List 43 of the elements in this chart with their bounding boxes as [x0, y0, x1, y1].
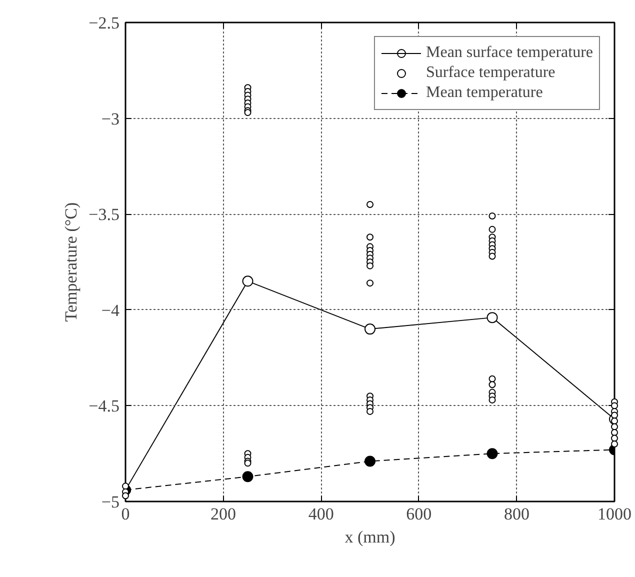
point — [611, 418, 618, 425]
x-tick-label: 1000 — [598, 504, 632, 524]
legend-label: Surface temperature — [426, 64, 556, 82]
point — [611, 434, 618, 442]
x-tick-label: 200 — [210, 504, 236, 524]
point — [488, 212, 496, 220]
x-tick-label: 0 — [121, 504, 130, 524]
point — [242, 471, 254, 482]
y-tick-label: −3.5 — [88, 205, 120, 224]
point — [486, 312, 498, 324]
point — [366, 234, 374, 241]
y-axis-title: Temperature (°C) — [62, 202, 81, 322]
point — [488, 252, 496, 260]
point — [488, 381, 496, 388]
y-tick-label: −4 — [101, 300, 120, 320]
point — [366, 280, 374, 287]
y-tick-label: −5 — [101, 492, 120, 512]
point — [611, 412, 618, 419]
point — [364, 324, 376, 335]
point — [488, 375, 496, 382]
point — [242, 276, 254, 287]
x-tick-label: 400 — [308, 504, 334, 524]
point — [366, 201, 374, 208]
legend-label: Mean temperature — [426, 84, 543, 102]
x-axis-title: x (mm) — [344, 528, 396, 546]
point — [488, 396, 496, 404]
legend-label: Mean surface temperature — [426, 44, 593, 62]
point — [486, 448, 498, 460]
point — [611, 429, 618, 436]
point — [611, 440, 618, 448]
x-tick-label: 800 — [504, 504, 530, 524]
x-tick-label: 600 — [406, 504, 432, 524]
y-tick-label: −4.5 — [88, 396, 120, 416]
point — [122, 482, 129, 490]
point — [364, 456, 376, 467]
point — [611, 423, 618, 430]
point — [488, 226, 496, 233]
y-tick-label: −3 — [101, 109, 120, 128]
y-tick-label: −2.5 — [88, 14, 120, 32]
point — [611, 402, 618, 410]
point — [122, 492, 129, 500]
point — [366, 262, 374, 270]
point — [366, 408, 374, 415]
